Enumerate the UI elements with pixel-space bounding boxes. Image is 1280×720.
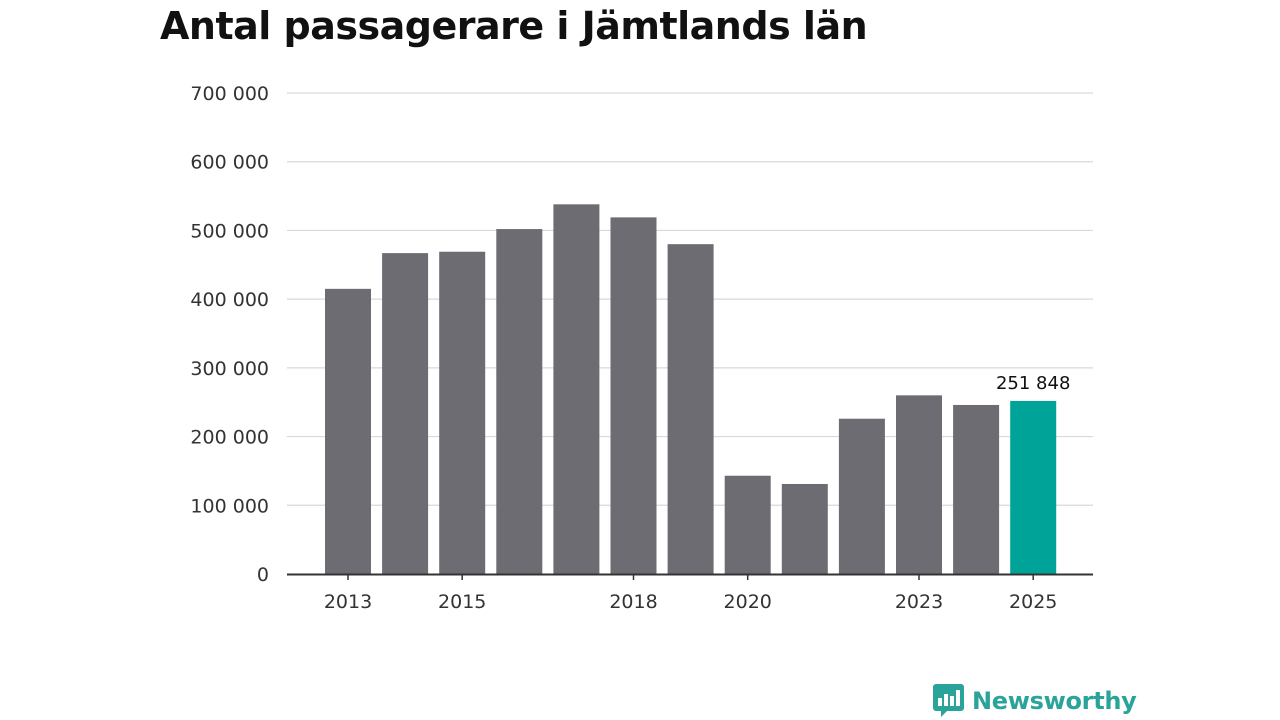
bar-2017 — [553, 204, 600, 574]
x-tick-label: 2020 — [724, 591, 772, 613]
y-tick-label: 500 000 — [190, 220, 269, 242]
bar-2013 — [325, 288, 371, 574]
bar-2016 — [496, 229, 543, 574]
y-tick-label: 200 000 — [190, 427, 269, 449]
newsworthy-logo[interactable]: Newsworthy — [933, 684, 1137, 718]
y-tick-label: 300 000 — [190, 358, 269, 380]
bar-2014 — [382, 253, 429, 574]
bar-2022 — [838, 418, 885, 574]
data-label-2025: 251 848 — [996, 373, 1070, 394]
y-tick-label: 0 — [257, 564, 269, 586]
bar-2018 — [610, 217, 657, 574]
bar-2024 — [953, 404, 1000, 574]
y-tick-label: 400 000 — [190, 289, 269, 311]
chart-title: Antal passagerare i Jämtlands län — [160, 4, 868, 48]
bar-2020 — [724, 475, 771, 574]
x-tick-label: 2013 — [324, 591, 372, 613]
y-tick-label: 100 000 — [190, 495, 269, 517]
bar-2021 — [781, 483, 828, 574]
x-tick-label: 2018 — [609, 591, 657, 613]
brand-name: Newsworthy — [972, 687, 1137, 715]
bars — [325, 204, 1057, 575]
bar-2023 — [896, 395, 942, 574]
y-tick-label: 600 000 — [190, 152, 269, 174]
x-axis-ticks: 2013 2015 2018 2020 2023 2025 — [324, 574, 1057, 613]
x-tick-label: 2025 — [1009, 591, 1057, 613]
bar-2015 — [439, 251, 486, 575]
y-tick-label: 700 000 — [190, 83, 269, 105]
y-axis-ticks: 0 100 000 200 000 300 000 400 000 500 000 600 … — [190, 83, 269, 586]
x-tick-label: 2023 — [895, 591, 943, 613]
x-tick-label: 2015 — [438, 591, 486, 613]
data-labels: 251 848 — [996, 373, 1070, 394]
bar-2025 — [1010, 400, 1057, 574]
newsworthy-logo-icon — [933, 684, 964, 717]
bar-2019 — [667, 244, 714, 574]
